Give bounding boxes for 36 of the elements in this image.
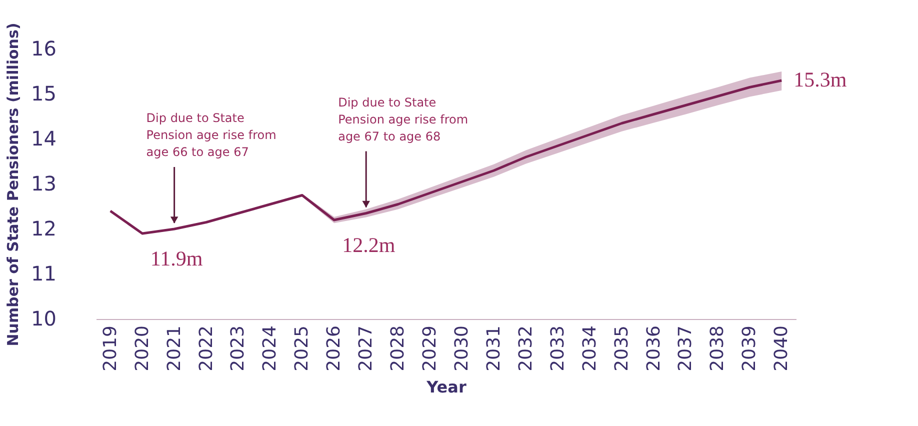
annotation: 15.3m	[794, 68, 847, 92]
x-tick-label: 2035	[611, 326, 632, 372]
annotation: Dip due to State Pension age rise from age 67 to age 68	[338, 95, 468, 144]
x-tick-label: 2026	[324, 326, 345, 372]
x-tick-label: 2024	[260, 326, 281, 372]
x-tick-label: 2021	[164, 326, 185, 372]
x-tick-label: 2020	[132, 326, 153, 372]
y-tick-label: 14	[31, 126, 56, 150]
y-tick-label: 12	[31, 216, 56, 240]
annotation: 12.2m	[342, 233, 396, 257]
x-tick-label: 2032	[515, 326, 536, 372]
x-tick-label: 2038	[707, 326, 728, 372]
x-tick-label: 2025	[292, 326, 313, 372]
y-tick-label: 16	[31, 36, 56, 60]
x-tick-label: 2028	[388, 326, 409, 372]
annotation: 11.9m	[150, 246, 203, 270]
y-axis-title: Number of State Pensioners (millions)	[4, 22, 22, 346]
x-tick-label: 2019	[100, 326, 121, 372]
x-tick-label: 2039	[739, 326, 760, 372]
x-tick-label: 2023	[228, 326, 249, 372]
y-tick-label: 15	[31, 82, 56, 106]
x-axis-title: Year	[426, 377, 466, 396]
annotation: Dip due to State Pension age rise from age 66 to age 67	[146, 111, 276, 159]
x-tick-label: 2022	[196, 326, 217, 372]
x-tick-label: 2036	[643, 326, 664, 372]
y-tick-label: 10	[31, 306, 56, 330]
y-tick-label: 11	[31, 262, 56, 286]
x-tick-label: 2033	[547, 326, 568, 372]
y-tick-label: 13	[31, 172, 56, 196]
x-tick-label: 2027	[356, 326, 377, 372]
x-tick-label: 2034	[579, 326, 600, 372]
x-tick-label: 2031	[483, 326, 504, 372]
x-tick-label: 2037	[675, 326, 696, 372]
x-tick-label: 2030	[451, 326, 472, 372]
x-tick-label: 2029	[420, 326, 441, 372]
x-tick-label: 2040	[771, 326, 792, 372]
